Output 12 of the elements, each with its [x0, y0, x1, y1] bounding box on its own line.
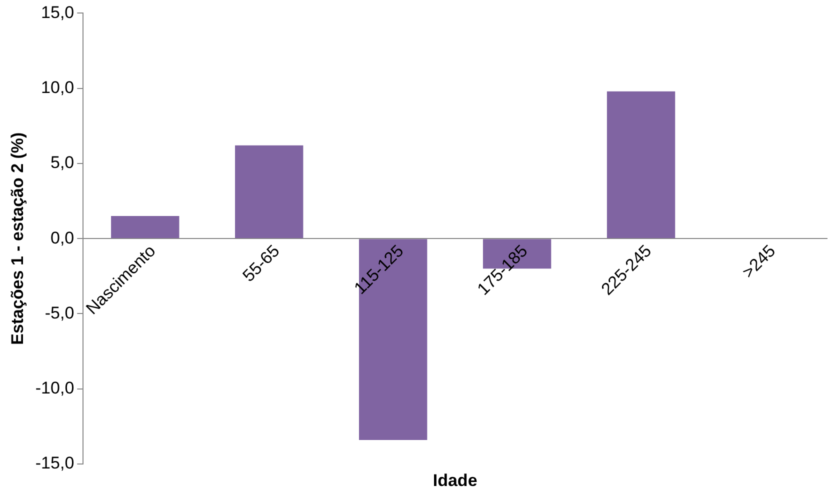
y-tick-label: -10,0: [35, 378, 74, 398]
y-tick-label: -15,0: [35, 454, 74, 473]
y-tick-label: 15,0: [41, 2, 74, 22]
bar: [235, 145, 304, 238]
y-tick-label: -5,0: [44, 303, 74, 322]
bar: [606, 91, 676, 238]
y-tick-label: 10,0: [41, 78, 74, 98]
y-axis-title: Estações 1 - estação 2 (%): [8, 132, 27, 345]
x-axis-title: Idade: [432, 471, 478, 490]
bar: [111, 216, 180, 238]
y-tick-label: 0,0: [50, 228, 74, 248]
y-tick-label: 5,0: [50, 153, 74, 172]
